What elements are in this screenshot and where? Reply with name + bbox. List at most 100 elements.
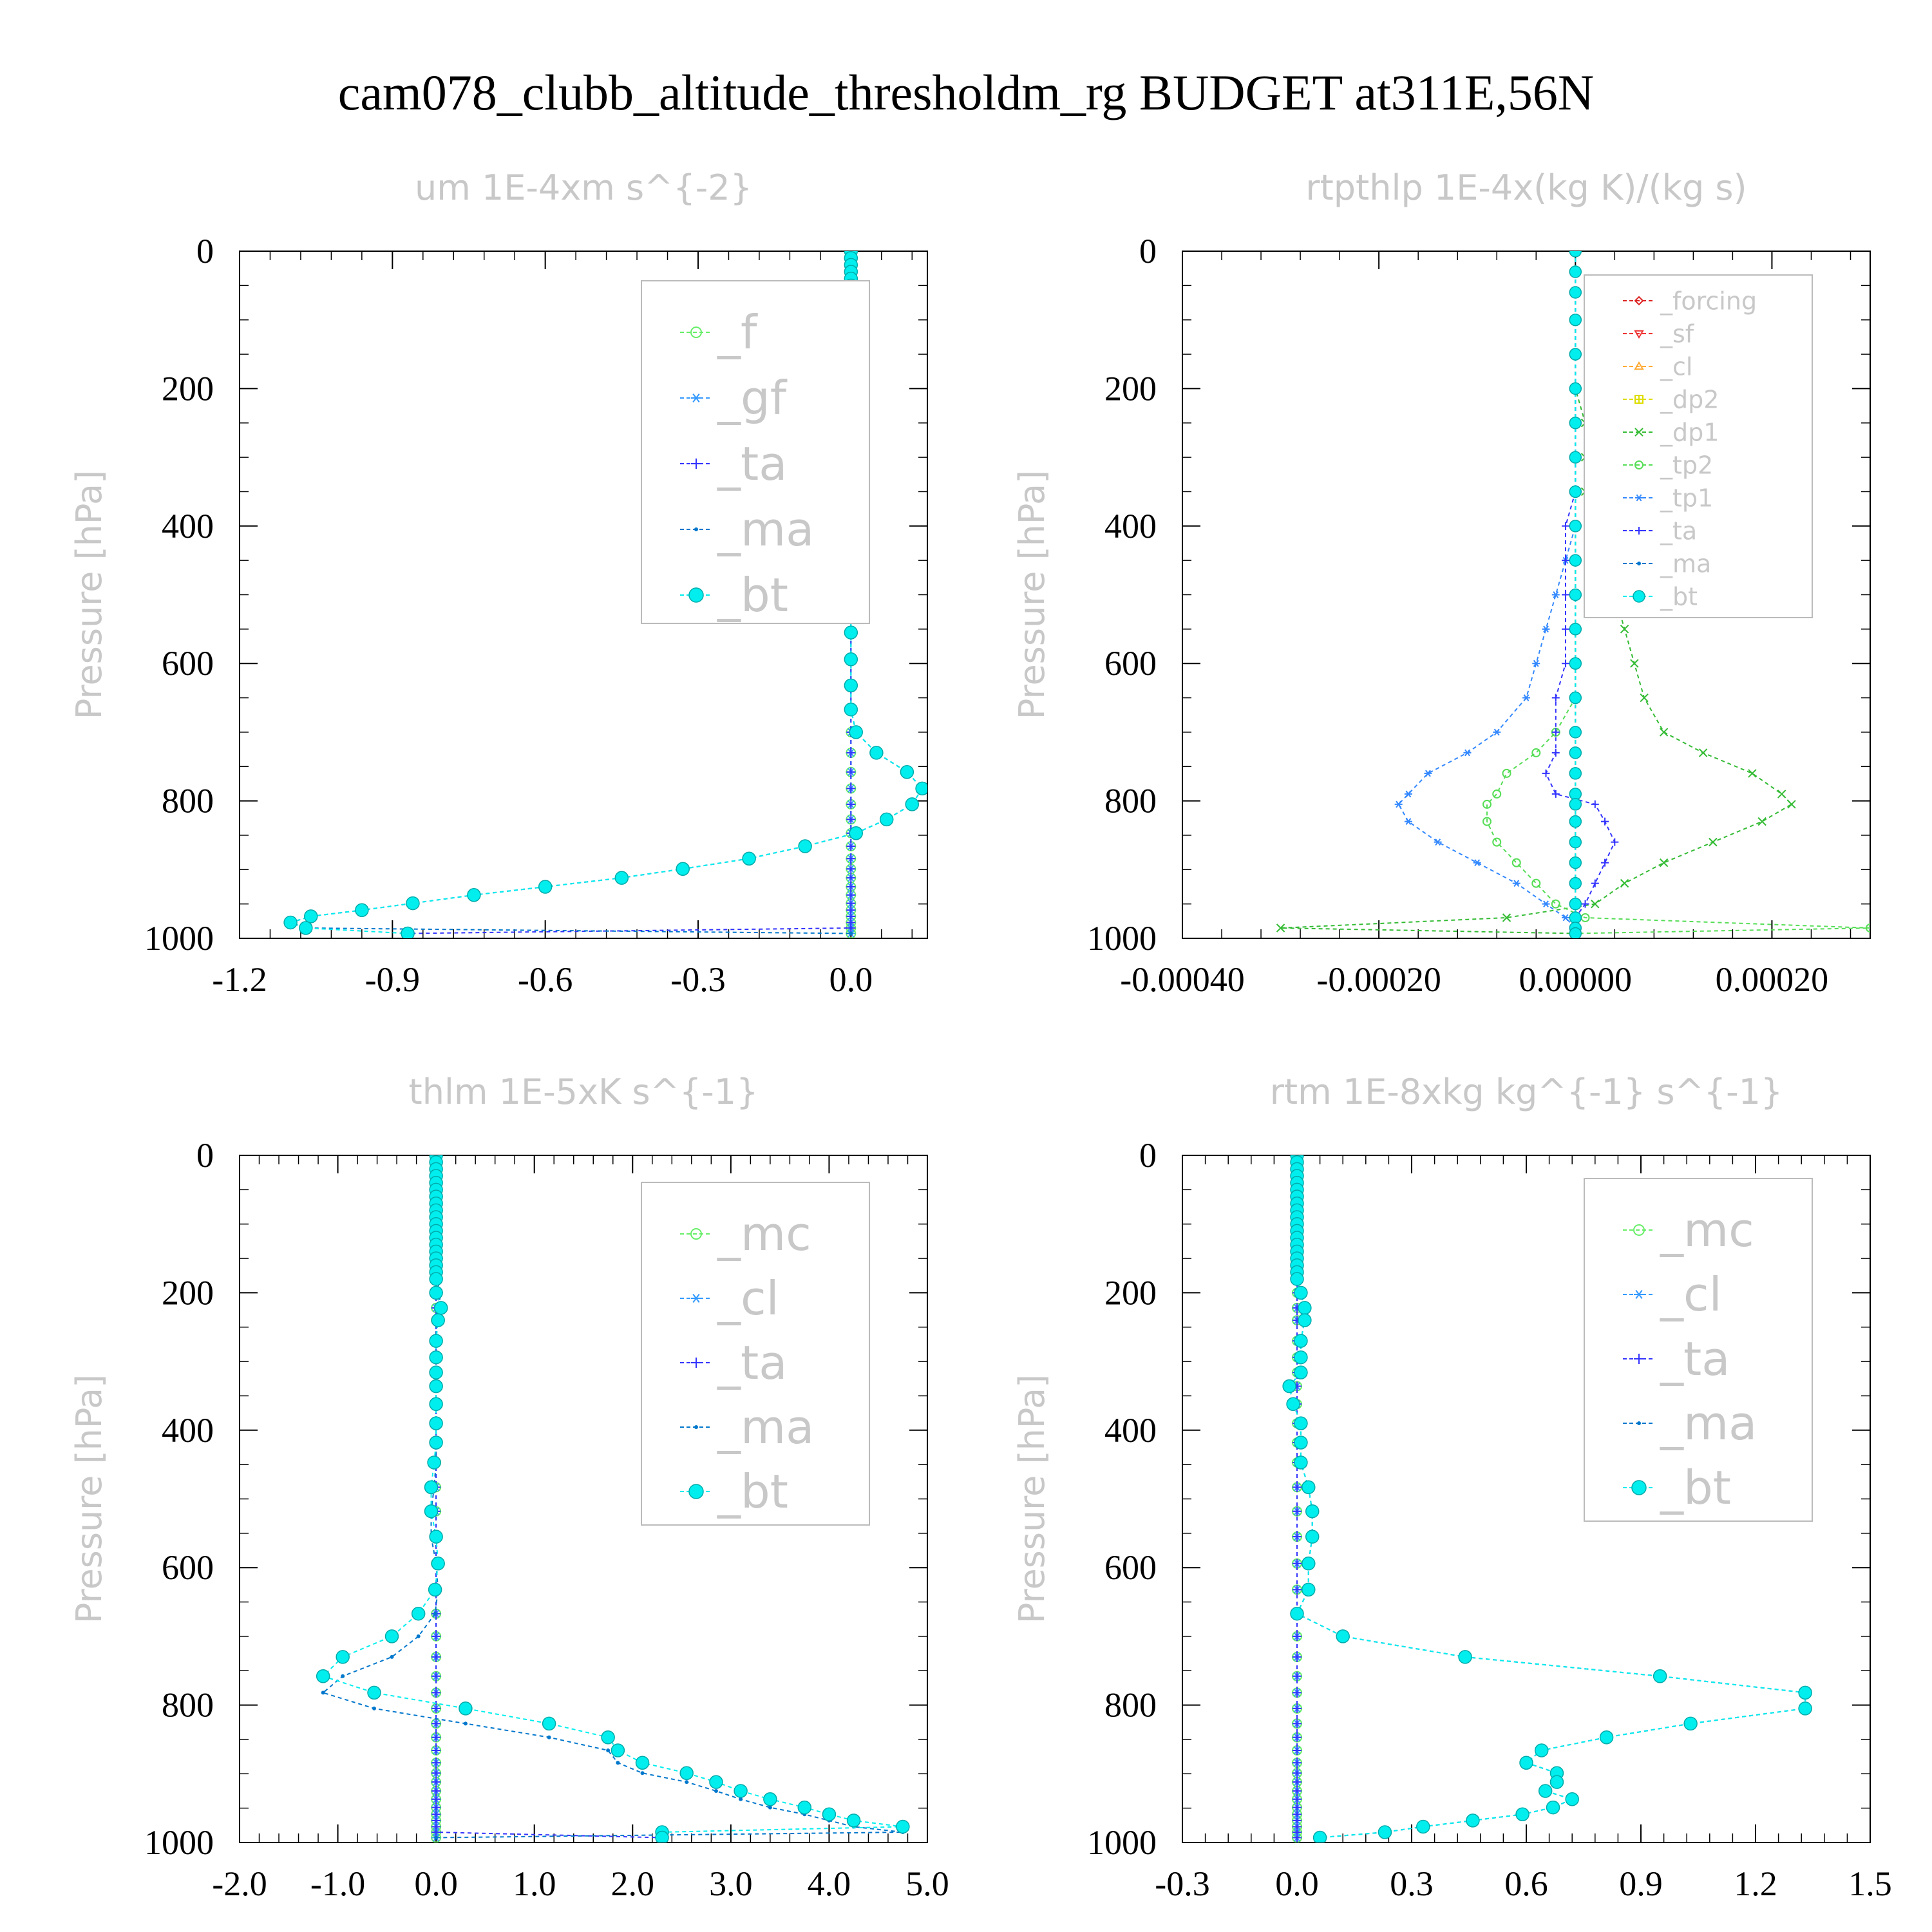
data-point [1683, 1716, 1698, 1731]
data-point [1542, 625, 1550, 633]
data-point [467, 888, 481, 902]
legend-marker [1631, 1480, 1647, 1495]
legend-label: _ma [1660, 1396, 1757, 1450]
data-point [429, 1365, 443, 1379]
legend-item: _bt [1623, 582, 1698, 611]
chart-panel-1: um 1E-4xm s^{-2} Pressure [hPa] 0 200 400 600… [69, 167, 928, 999]
x-tick-label: 0.0 [1275, 1864, 1319, 1903]
legend-label: _bt [717, 568, 788, 622]
data-point [431, 1631, 441, 1641]
data-point [1286, 1397, 1300, 1412]
data-point [433, 1611, 437, 1616]
data-point [367, 1685, 381, 1700]
data-point [406, 896, 420, 911]
data-point [411, 1606, 426, 1621]
y-tick-label: 0 [1139, 1136, 1157, 1175]
legend-item: _dp1 [1623, 418, 1719, 446]
y-tick-label: 400 [162, 1411, 214, 1450]
y-tick-label: 0 [1139, 232, 1157, 270]
data-point [797, 1800, 812, 1815]
data-point [1569, 313, 1582, 327]
data-point [1534, 1743, 1549, 1757]
data-point [1293, 1506, 1302, 1516]
data-point [1293, 1532, 1302, 1542]
data-point [742, 851, 756, 866]
legend-label: _sf [1660, 319, 1695, 348]
data-point [429, 1397, 443, 1412]
legend-marker [1635, 527, 1643, 535]
data-point [1302, 1480, 1316, 1495]
y-tick-label: 400 [162, 507, 214, 545]
data-point [1302, 1557, 1316, 1571]
data-point [1531, 748, 1541, 757]
data-point [1569, 485, 1582, 498]
data-point [844, 702, 858, 717]
data-point [1562, 659, 1570, 668]
x-tick-label: 1.2 [1734, 1864, 1777, 1903]
legend-label: _ma [1660, 549, 1711, 578]
legend-marker [1633, 590, 1645, 603]
data-point [1542, 769, 1550, 777]
legend-label: _ta [1660, 1332, 1730, 1386]
legend-label: _tp2 [1660, 451, 1713, 479]
data-point [1599, 1730, 1614, 1745]
data-point [1294, 1416, 1308, 1430]
legend-item: _bt [680, 568, 788, 622]
data-point [606, 1748, 611, 1753]
data-point [1620, 878, 1629, 888]
data-point [1293, 1671, 1302, 1681]
data-point [1565, 1792, 1579, 1806]
data-point [846, 890, 856, 900]
series-bt [1282, 1155, 1812, 1842]
data-point [611, 1743, 625, 1757]
legend-marker [691, 1294, 701, 1303]
data-point [316, 1669, 330, 1683]
data-point [846, 784, 856, 793]
data-point [355, 903, 369, 918]
legend-label: _cl [1660, 352, 1692, 381]
data-point [763, 1792, 777, 1806]
series-layer [316, 1155, 910, 1842]
legend-label: _dp2 [1660, 385, 1719, 413]
data-point [1659, 858, 1669, 867]
data-point [879, 812, 894, 827]
chart-panel-4: rtm 1E-8xkg kg^{-1} s^{-1} Pressure [hPa]… [1012, 1072, 1892, 1903]
data-point [431, 1313, 445, 1327]
data-point [1282, 1379, 1296, 1394]
data-point [431, 1758, 441, 1768]
data-point [1569, 520, 1582, 533]
data-point [849, 931, 853, 936]
data-point [428, 1582, 442, 1597]
data-point [1591, 800, 1599, 808]
legend-marker [691, 1358, 701, 1368]
y-tick-label: 1000 [1087, 1823, 1157, 1862]
x-tick-label: 0.00020 [1716, 960, 1829, 999]
legend-marker [1634, 361, 1644, 370]
data-point [905, 797, 920, 811]
legend-item: _tp2 [1623, 451, 1713, 479]
legend-item: _mc [1623, 1203, 1754, 1257]
data-point [1601, 817, 1609, 826]
data-point [1293, 1688, 1302, 1698]
legend-label: _ma [717, 502, 814, 556]
x-tick-label: 0.6 [1504, 1864, 1548, 1903]
data-point [734, 1784, 748, 1798]
data-point [1493, 728, 1501, 736]
series-bt [1569, 251, 1582, 938]
x-tick-label: -0.00020 [1316, 960, 1441, 999]
y-tick-label: 800 [162, 782, 214, 820]
data-point [1569, 382, 1582, 395]
data-point [1336, 1629, 1350, 1643]
series-layer [1276, 251, 1870, 938]
panel-title: thlm 1E-5xK s^{-1} [409, 1072, 759, 1112]
data-point [1569, 798, 1582, 811]
data-point [1515, 1807, 1530, 1822]
data-point [1748, 769, 1757, 778]
data-point [1569, 691, 1582, 705]
data-point [1290, 1606, 1304, 1621]
legend-marker [694, 1425, 698, 1429]
data-point [616, 1761, 620, 1765]
data-point [1293, 1786, 1302, 1795]
data-point [431, 1703, 441, 1713]
